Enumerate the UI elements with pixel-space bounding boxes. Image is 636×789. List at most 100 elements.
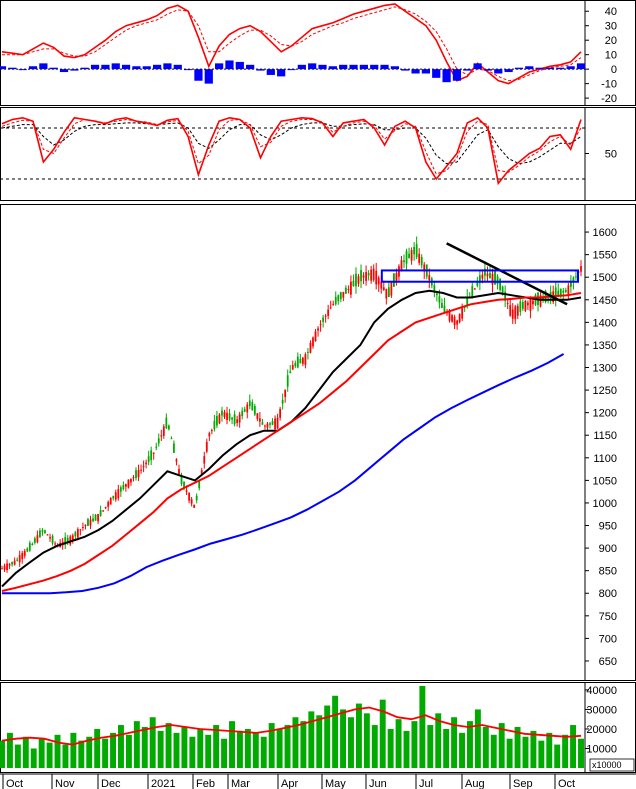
macd-histogram-bar <box>349 64 358 70</box>
volume-bar <box>213 725 220 768</box>
x-axis-label: Nov <box>55 778 75 789</box>
macd-histogram-bar <box>256 69 265 71</box>
volume-unit-label: x10000 <box>592 760 622 770</box>
volume-unit-box <box>589 758 635 772</box>
price-candle-body <box>494 271 496 285</box>
volume-bar <box>538 740 545 768</box>
price-candle-body <box>398 266 400 277</box>
volume-bar <box>474 709 481 768</box>
stochastic-d-line <box>1 118 582 175</box>
price-candle-body <box>516 305 519 316</box>
price-candle-body <box>64 537 67 545</box>
macd-histogram-bar <box>411 69 420 74</box>
price-candle-body <box>410 250 413 261</box>
price-candle-body <box>299 359 302 364</box>
macd-macd-line <box>1 3 582 85</box>
price-ytick-label: 1250 <box>593 385 617 397</box>
volume-bar <box>125 734 132 768</box>
price-candle-body <box>532 300 534 305</box>
price-candle-body <box>3 565 6 570</box>
price-candle-body <box>339 292 342 300</box>
price-candle-body <box>372 268 375 280</box>
price-candle-body <box>350 281 352 295</box>
volume-bar <box>86 736 93 768</box>
price-candle-body <box>491 273 494 285</box>
price-candle-body <box>291 364 294 370</box>
price-candle-body <box>355 273 357 287</box>
price-candle-body <box>266 423 269 428</box>
volume-bar <box>252 732 259 768</box>
volume-ytick-label: 10000 <box>586 743 617 755</box>
volume-bar <box>6 732 13 768</box>
price-candle-body <box>79 529 82 531</box>
price-candle-body <box>580 266 582 272</box>
price-candle-body <box>471 285 474 297</box>
x-axis-label: Apr <box>281 778 298 789</box>
price-ytick-label: 950 <box>599 521 617 533</box>
price-candle-body <box>167 425 170 430</box>
volume-bar <box>141 727 148 768</box>
macd-histogram-bar <box>535 67 544 70</box>
price-candle-body <box>334 296 337 305</box>
volume-bar <box>244 728 251 768</box>
macd-ytick-label: -10 <box>601 79 617 91</box>
price-candle-body <box>228 413 231 420</box>
macd-histogram-bar <box>184 69 193 71</box>
price-candle-body <box>524 300 527 311</box>
price-candle-body <box>253 406 256 415</box>
volume-bar <box>498 723 505 768</box>
price-candle-body <box>499 278 501 291</box>
price-candle-body <box>238 414 241 423</box>
price-candle-body <box>413 246 416 255</box>
price-candle-body <box>66 538 69 543</box>
price-candle-body <box>418 253 421 263</box>
price-candle-body <box>236 419 239 423</box>
price-candle-body <box>94 514 97 521</box>
price-candle-body <box>16 559 19 561</box>
macd-histogram-bar <box>18 69 27 71</box>
volume-bar <box>268 723 275 768</box>
macd-histogram-bar <box>556 67 565 70</box>
price-candle-body <box>271 421 274 425</box>
price-candle-body <box>33 538 36 543</box>
price-candle-body <box>443 305 446 313</box>
price-ytick-label: 1150 <box>593 430 617 442</box>
macd-histogram-bar <box>432 69 441 78</box>
volume-ytick-label: 20000 <box>586 724 617 736</box>
volume-bar <box>54 734 61 768</box>
volume-bar <box>554 744 561 768</box>
price-ytick-label: 1450 <box>593 295 617 307</box>
price-candle-body <box>279 408 282 418</box>
price-candle-body <box>342 291 345 298</box>
price-candle-body <box>87 519 89 526</box>
price-candle-body <box>185 490 188 492</box>
price-candle-body <box>23 550 26 556</box>
volume-bar <box>284 725 291 768</box>
price-candle-body <box>54 543 56 545</box>
x-axis-label: Aug <box>465 778 485 789</box>
price-candle-body <box>403 260 405 263</box>
macd-histogram-bar <box>266 69 275 75</box>
volume-bar <box>46 742 53 768</box>
price-candle-body <box>147 456 150 462</box>
price-candle-body <box>441 303 443 308</box>
price-ma20-line <box>1 289 582 588</box>
volume-bar <box>395 719 402 768</box>
price-candle-body <box>476 282 479 286</box>
price-candle-body <box>294 363 297 367</box>
macd-histogram-bar <box>121 64 131 70</box>
price-candle-body <box>208 433 211 437</box>
x-axis-label: Mar <box>231 778 250 789</box>
volume-bar <box>562 734 569 768</box>
macd-histogram-bar <box>277 69 286 77</box>
price-candle-body <box>400 260 403 272</box>
volume-bar <box>451 717 458 768</box>
price-candle-body <box>157 438 160 444</box>
volume-bar <box>466 721 473 768</box>
macd-histogram-bar <box>473 63 482 70</box>
price-candle-body <box>97 514 99 522</box>
volume-bar <box>62 744 69 768</box>
price-candle-body <box>451 315 453 322</box>
price-candle-body <box>198 480 201 489</box>
volume-bar <box>570 725 577 768</box>
